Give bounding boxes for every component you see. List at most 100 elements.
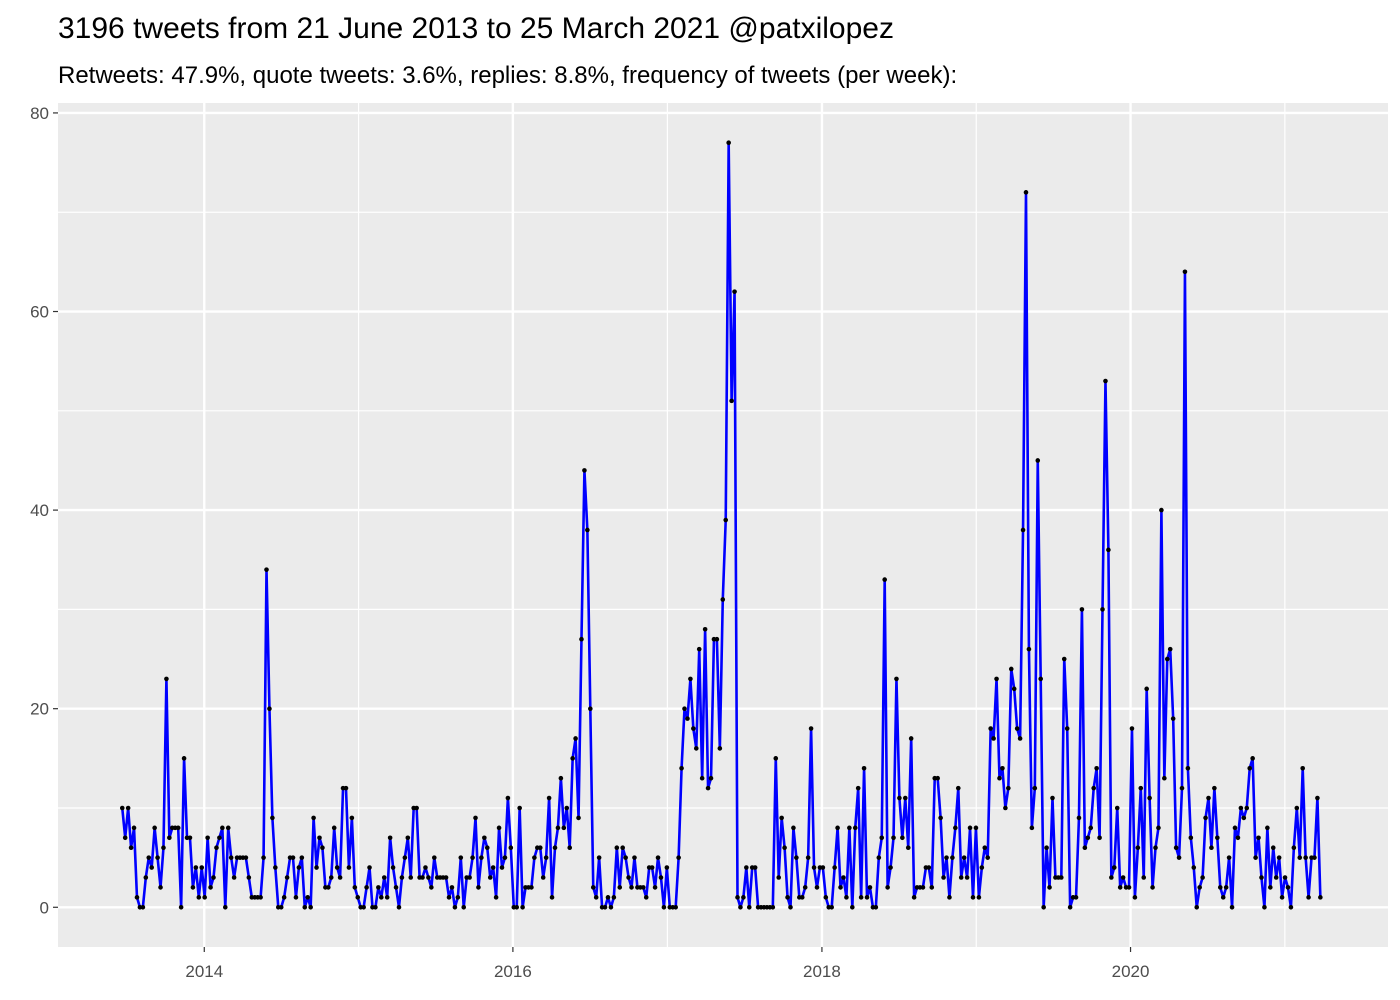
data-point (167, 835, 172, 841)
data-point (823, 895, 829, 900)
data-point (1247, 765, 1253, 771)
data-point (944, 855, 949, 860)
data-point (1159, 507, 1164, 513)
data-point (131, 825, 137, 831)
data-point (187, 835, 193, 841)
data-point (652, 885, 658, 890)
data-point (911, 895, 917, 900)
data-point (1103, 378, 1108, 384)
data-point (1076, 815, 1082, 821)
data-point (502, 855, 508, 860)
data-point (1044, 845, 1049, 851)
data-point (537, 845, 543, 851)
data-point (331, 825, 337, 831)
data-point (847, 825, 852, 831)
data-point (617, 885, 623, 890)
data-point (143, 875, 149, 880)
data-point (567, 845, 573, 851)
data-point (278, 904, 284, 910)
data-point (461, 904, 467, 910)
x-tick-label: 2014 (185, 962, 223, 981)
data-point (426, 875, 431, 880)
data-point (835, 825, 840, 831)
data-point (1279, 895, 1285, 900)
data-point (1144, 686, 1149, 692)
data-point (1167, 646, 1173, 652)
data-point (832, 865, 837, 870)
data-point (211, 875, 216, 880)
data-point (467, 875, 472, 880)
data-point (1215, 835, 1220, 841)
data-point (682, 706, 687, 711)
data-point (1126, 885, 1132, 890)
data-point (955, 785, 961, 791)
data-point (623, 855, 628, 860)
data-point (794, 855, 799, 860)
data-point (908, 736, 914, 741)
data-point (611, 895, 617, 900)
data-point (146, 855, 152, 860)
data-point (658, 875, 664, 880)
data-point (1050, 795, 1055, 801)
data-point (220, 825, 225, 831)
data-point (1003, 805, 1008, 811)
data-point (482, 835, 487, 841)
data-point (717, 746, 723, 751)
data-point (458, 855, 464, 860)
data-point (588, 706, 593, 711)
data-point (217, 835, 222, 841)
data-point (643, 895, 649, 900)
data-point (829, 904, 834, 910)
data-point (273, 865, 278, 870)
data-point (246, 875, 252, 880)
data-point (988, 726, 993, 731)
data-point (1212, 785, 1217, 791)
data-point (125, 805, 131, 811)
data-point (243, 855, 249, 860)
data-point (900, 835, 905, 841)
data-point (446, 895, 452, 900)
data-point (1112, 865, 1117, 870)
data-point (1194, 904, 1200, 910)
x-tick-label: 2016 (494, 962, 532, 981)
data-point (390, 865, 396, 870)
data-point (1100, 607, 1105, 612)
data-point (1282, 875, 1288, 880)
data-point (1253, 855, 1258, 860)
data-point (493, 895, 499, 900)
data-point (1220, 895, 1226, 900)
data-point (582, 468, 587, 473)
data-point (964, 875, 970, 880)
data-point (691, 726, 696, 731)
data-point (420, 875, 425, 880)
data-point (850, 904, 855, 910)
data-point (558, 775, 564, 781)
data-point (905, 845, 911, 851)
data-point (293, 895, 299, 900)
data-point (1047, 885, 1052, 890)
data-point (479, 855, 484, 860)
data-point (570, 756, 575, 761)
data-point (455, 895, 461, 900)
data-point (958, 875, 964, 880)
data-point (199, 865, 205, 870)
data-point (1156, 825, 1161, 831)
data-point (1085, 835, 1091, 841)
data-point (261, 855, 266, 860)
data-point (152, 825, 157, 831)
data-point (579, 636, 584, 642)
data-point (508, 845, 514, 851)
data-point (1164, 656, 1170, 662)
data-point (452, 904, 458, 910)
data-point (311, 815, 316, 821)
data-point (432, 855, 437, 860)
data-point (723, 517, 729, 523)
x-tick-label: 2020 (1112, 962, 1150, 981)
data-point (1306, 895, 1311, 900)
data-point (1017, 736, 1023, 741)
data-point (620, 845, 625, 851)
data-point (317, 835, 322, 841)
data-point (352, 885, 358, 890)
data-point (487, 875, 493, 880)
